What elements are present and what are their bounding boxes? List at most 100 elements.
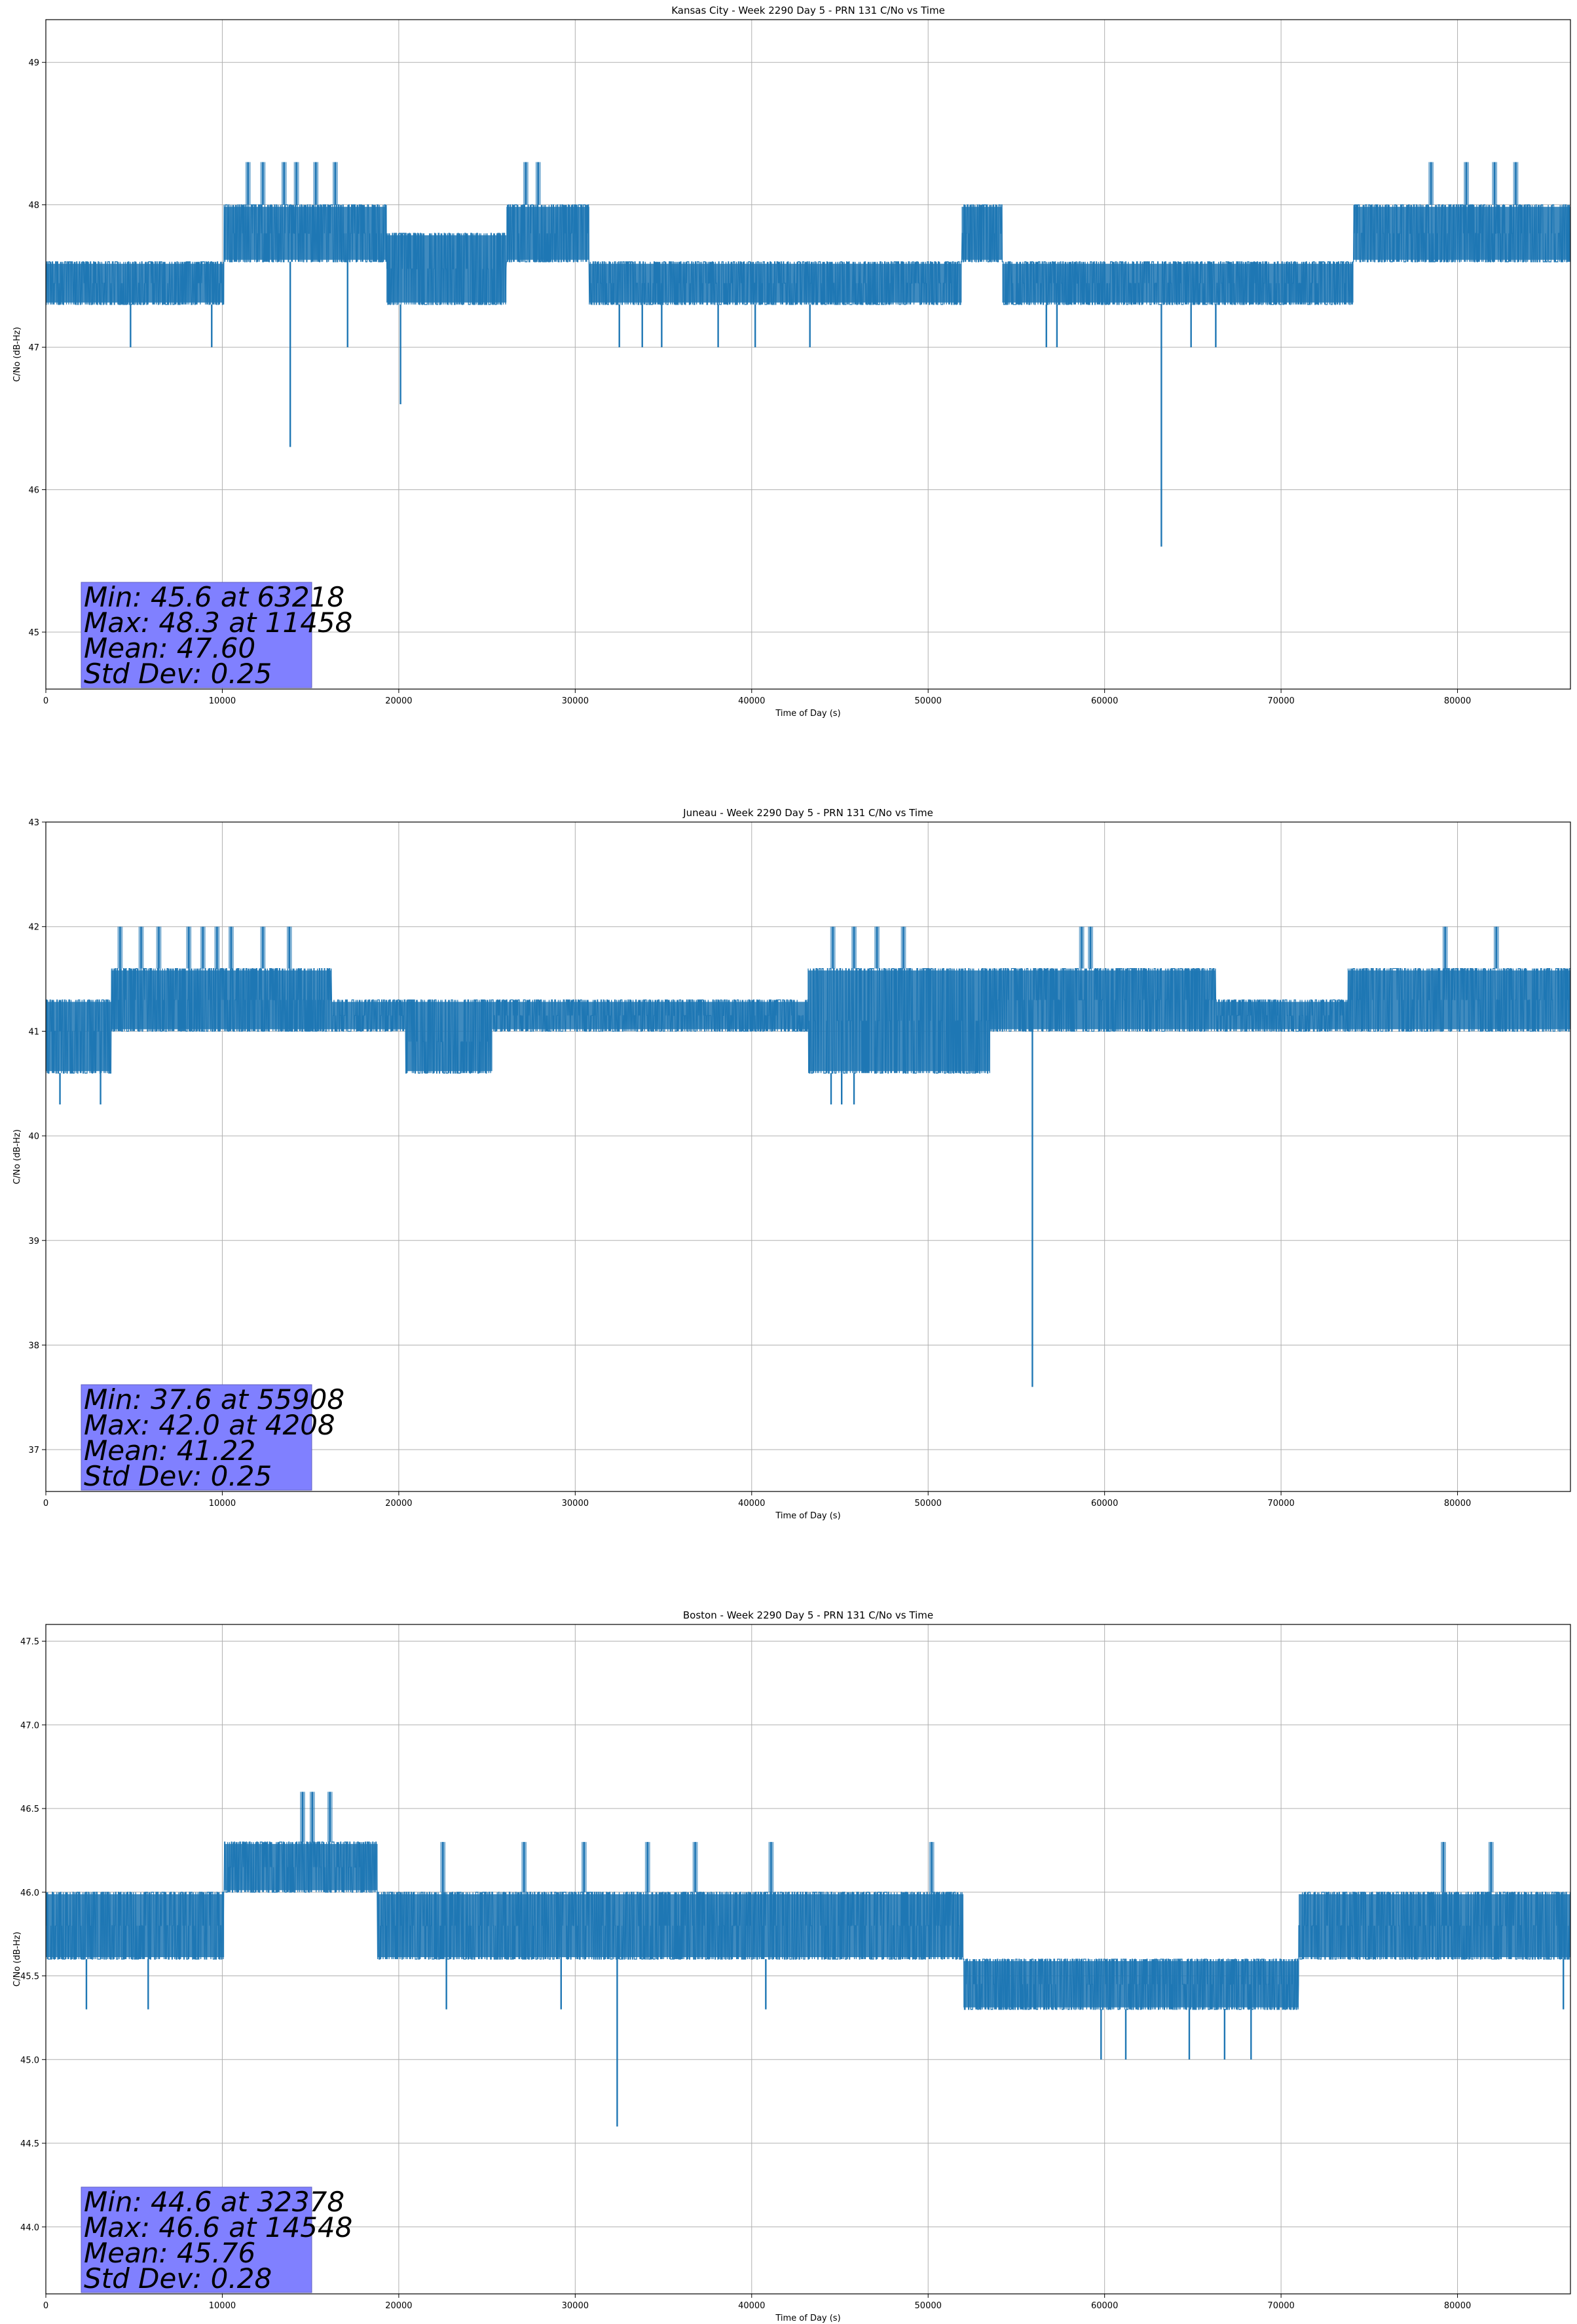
boston-axes-frame (45, 1624, 1571, 2295)
juneau-spike-cluster (117, 926, 123, 969)
juneau-series-band (1215, 1002, 1348, 1030)
juneau-spike-cluster (138, 926, 144, 969)
juneau-axes-frame (45, 821, 1571, 1492)
juneau-xlabel: Time of Day (s) (775, 1511, 840, 1521)
boston-xtick-label: 40000 (738, 2301, 765, 2311)
boston-xtick-label: 30000 (562, 2301, 589, 2311)
boston-series (46, 1791, 1570, 2127)
juneau-stats-box (81, 1384, 312, 1491)
boston-series-band (1299, 1894, 1570, 1957)
kansas-city-xtick-label: 40000 (738, 696, 765, 706)
juneau-spike-cluster (200, 926, 206, 969)
boston-stats-line: Std Dev: 0.28 (84, 2262, 272, 2295)
kansas-city-ytick-label: 48 (28, 201, 39, 211)
kansas-city-series-band (224, 206, 387, 260)
kansas-city-xtick-label: 50000 (915, 696, 942, 706)
boston-xtick-label: 50000 (915, 2301, 942, 2311)
boston-ytick-label: 47.0 (20, 1721, 39, 1731)
kansas-city-series-band (961, 206, 1003, 260)
juneau-stats-line: Std Dev: 0.25 (84, 1460, 272, 1492)
juneau-stats-line: Mean: 41.22 (84, 1434, 255, 1467)
juneau-spike-cluster (874, 926, 880, 969)
kansas-city-series-band (1002, 263, 1354, 303)
boston-ytick-label: 46.0 (20, 1888, 39, 1898)
boston-xtick-label: 70000 (1267, 2301, 1294, 2311)
kansas-city-spike-cluster (332, 162, 338, 205)
juneau-series-band (46, 1002, 111, 1072)
boston-xtick-label: 80000 (1444, 2301, 1471, 2311)
juneau-spike-cluster (830, 926, 836, 969)
kansas-city-xlabel: Time of Day (s) (775, 709, 840, 719)
boston-series-band (377, 1894, 964, 1957)
juneau-xtick-label: 60000 (1091, 1499, 1118, 1509)
juneau-ytick-label: 40 (28, 1132, 39, 1142)
juneau-ytick-label: 37 (28, 1446, 39, 1455)
boston-spike-cluster (1488, 1842, 1494, 1892)
juneau-series-band (405, 1002, 492, 1072)
kansas-city-stats-box (81, 582, 312, 688)
kansas-city-series-band (589, 263, 962, 303)
kansas-city-stats-line: Std Dev: 0.25 (84, 658, 272, 690)
boston-ytick-label: 45.0 (20, 2055, 39, 2065)
boston-spike-cluster (309, 1791, 315, 1843)
juneau-series-band (808, 970, 990, 1072)
kansas-city-spike-cluster (523, 162, 529, 205)
kansas-city-xtick-label: 80000 (1444, 696, 1471, 706)
boston-spike-cluster (327, 1791, 333, 1843)
kansas-city-stats-line: Min: 45.6 at 63218 (84, 581, 344, 613)
boston-xtick-label: 0 (43, 2301, 48, 2311)
boston-ylabel: C/No (dB-Hz) (12, 1932, 22, 1987)
juneau-xtick-label: 40000 (738, 1499, 765, 1509)
kansas-city-xtick-label: 20000 (385, 696, 412, 706)
boston-ytick-label: 47.5 (20, 1638, 39, 1647)
juneau-spike-cluster (186, 926, 192, 969)
juneau-ytick-label: 43 (28, 818, 39, 828)
boston-xtick-label: 10000 (209, 2301, 236, 2311)
kansas-city-xtick-label: 10000 (209, 696, 236, 706)
boston-spike-cluster (440, 1842, 446, 1892)
juneau-title: Juneau - Week 2290 Day 5 - PRN 131 C/No … (682, 807, 933, 819)
boston-spike-cluster (929, 1842, 935, 1892)
kansas-city-spike-cluster (313, 162, 319, 205)
boston-series-band (46, 1894, 225, 1957)
juneau-spike-cluster (214, 926, 220, 969)
kansas-city-xtick-label: 60000 (1091, 696, 1118, 706)
boston-spike-cluster (521, 1842, 527, 1892)
juneau-stats-line: Min: 37.6 at 55908 (84, 1383, 344, 1415)
juneau-ytick-label: 39 (28, 1237, 39, 1246)
juneau-ytick-label: 38 (28, 1341, 39, 1351)
juneau-xtick-label: 10000 (209, 1499, 236, 1509)
juneau-xtick-label: 50000 (915, 1499, 942, 1509)
kansas-city-stats-line: Mean: 47.60 (84, 632, 255, 664)
boston-series-band (224, 1844, 378, 1890)
boston-ytick-label: 44.5 (20, 2139, 39, 2149)
kansas-city-xtick-label: 30000 (562, 696, 589, 706)
boston-xtick-label: 20000 (385, 2301, 412, 2311)
chart-kansas-city: 0 10000 20000 30000 40000 50000 60000 70000 8000… (12, 5, 1571, 719)
boston-stats-line: Max: 46.6 at 14548 (84, 2211, 352, 2243)
kansas-city-spike-cluster (1428, 162, 1434, 205)
kansas-city-spike-cluster (1492, 162, 1498, 205)
chart-boston: 0 10000 20000 30000 40000 50000 60000 70000 8000… (12, 1609, 1571, 2323)
boston-stats-line: Mean: 45.76 (84, 2237, 255, 2269)
kansas-city-ytick-label: 49 (28, 58, 39, 68)
juneau-series (46, 926, 1570, 1387)
boston-spike-cluster (644, 1842, 650, 1892)
kansas-city-stats-line: Max: 48.3 at 11458 (84, 607, 352, 639)
kansas-city-ylabel: C/No (dB-Hz) (12, 327, 22, 382)
juneau-ylabel: C/No (dB-Hz) (12, 1129, 22, 1184)
boston-stats-line: Min: 44.6 at 32378 (84, 2186, 344, 2218)
boston-stats-box (81, 2186, 312, 2293)
juneau-spike-cluster (286, 926, 292, 969)
boston-xlabel: Time of Day (s) (775, 2314, 840, 2323)
juneau-xtick-label: 0 (43, 1499, 48, 1509)
juneau-xtick-label: 20000 (385, 1499, 412, 1509)
kansas-city-ytick-label: 47 (28, 343, 39, 353)
kansas-city-xtick-label: 0 (43, 696, 48, 706)
boston-spike-cluster (1441, 1842, 1446, 1892)
juneau-series-band (111, 970, 332, 1030)
juneau-series-band (331, 1002, 406, 1030)
kansas-city-ytick-label: 46 (28, 486, 39, 496)
kansas-city-series (46, 162, 1570, 547)
